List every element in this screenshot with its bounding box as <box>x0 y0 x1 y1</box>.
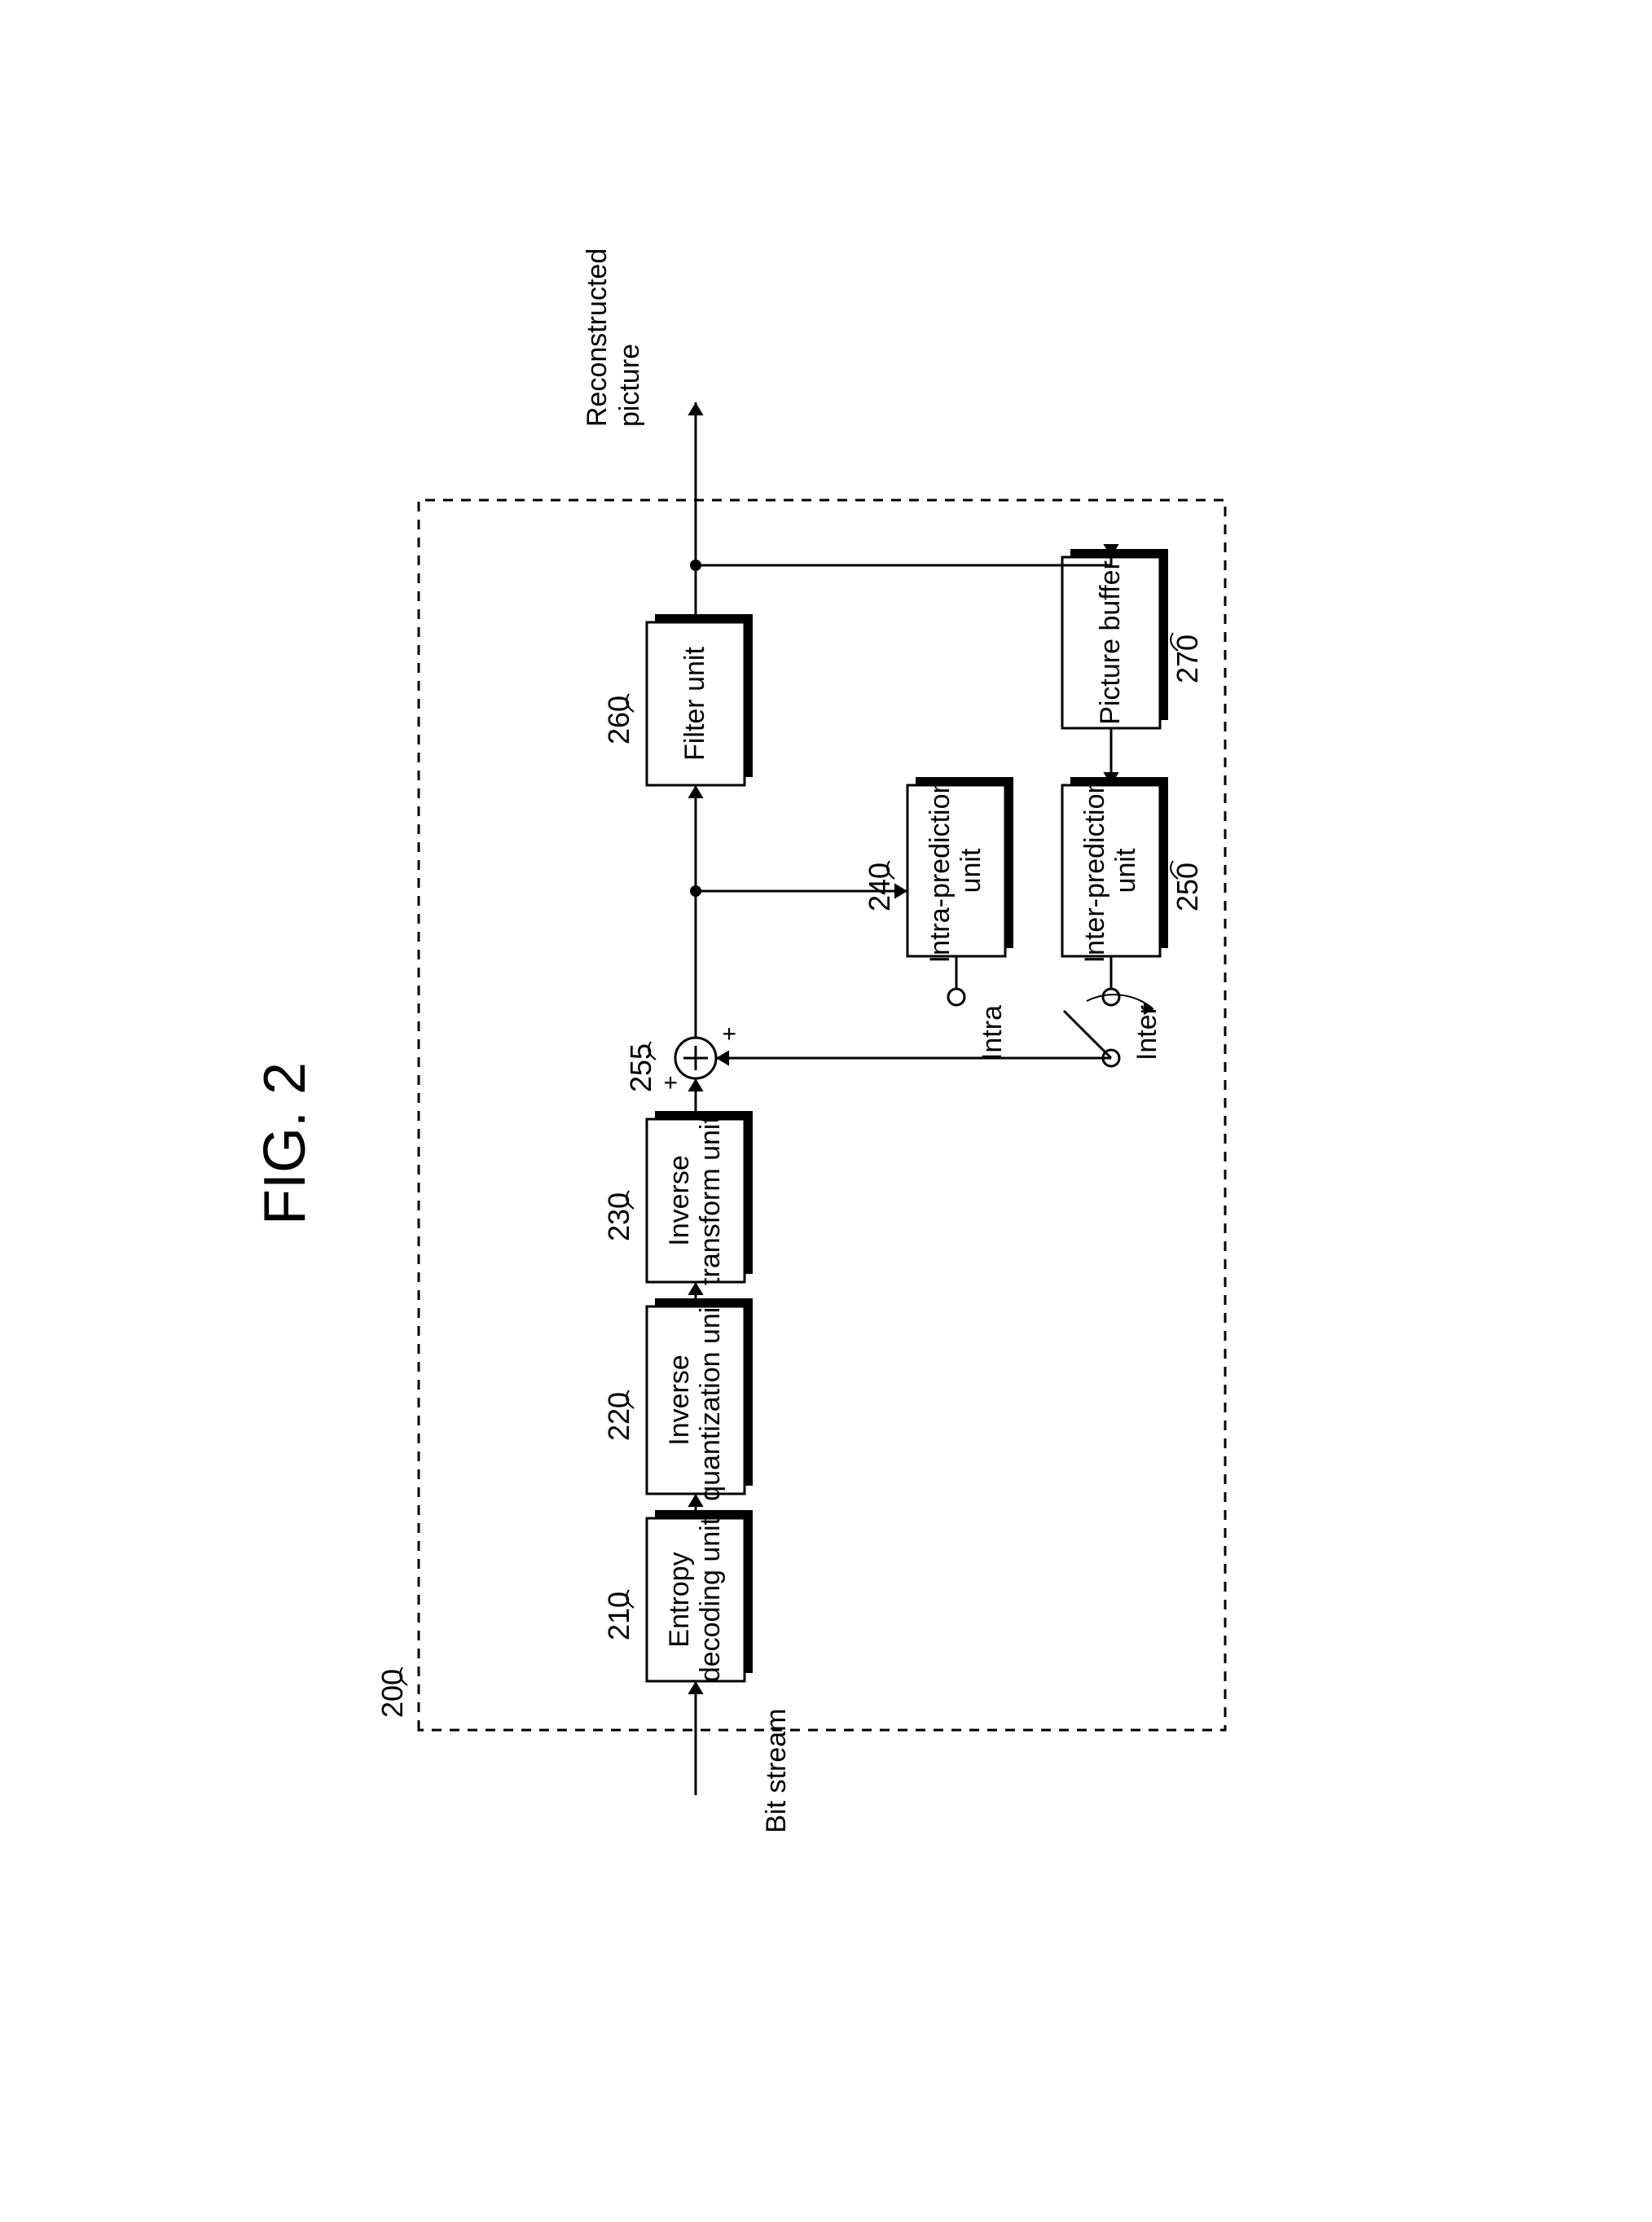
block-label: quantization unit <box>695 1299 726 1501</box>
output-label: Reconstructed <box>582 248 613 427</box>
block-label: Inverse <box>664 1355 695 1446</box>
block-filter: Filter unit 260 <box>602 614 753 785</box>
ref-label: 260 <box>602 696 635 744</box>
block-label: Intra-prediction <box>925 779 956 964</box>
block-iquant: Inversequantization unit 220 <box>602 1298 753 1501</box>
ref-label: 270 <box>1171 635 1204 683</box>
block-inter: Inter-predictionunit 250 <box>1062 777 1204 963</box>
ref-200: 200 <box>376 1669 409 1718</box>
block-label: Inverse <box>664 1155 695 1246</box>
switch-label-inter: Inter <box>1131 1005 1162 1060</box>
block-label: Entropy <box>664 1552 695 1647</box>
diagram-root: FIG. 2200Entropydecoding unit210Inverseq… <box>253 248 1225 1833</box>
ref-255: 255 <box>624 1043 657 1092</box>
switch-label-intra: Intra <box>977 1005 1008 1060</box>
adder-plus-bottom: + <box>716 1026 743 1041</box>
block-intra: Intra-predictionunit 240 <box>863 777 1013 963</box>
figure-title: FIG. 2 <box>253 1062 318 1225</box>
block-itrans: Inversetransform unit 230 <box>602 1111 753 1285</box>
ref-label: 250 <box>1171 863 1204 911</box>
block-picbuf: Picture buffer 270 <box>1062 549 1204 728</box>
ref-label: 230 <box>602 1192 635 1241</box>
block-label: unit <box>1110 848 1141 893</box>
block-label: decoding unit <box>695 1517 726 1682</box>
block-label: transform unit <box>695 1116 726 1285</box>
adder-plus-left: + <box>657 1075 684 1090</box>
ref-label: 210 <box>602 1592 635 1640</box>
block-label: unit <box>956 848 986 893</box>
input-label: Bit stream <box>761 1708 792 1833</box>
block-entropy: Entropydecoding unit 210 <box>602 1510 753 1682</box>
ref-label: 240 <box>863 863 896 911</box>
block-label: Picture buffer <box>1095 560 1126 725</box>
block-label: Filter unit <box>679 647 710 761</box>
ref-label: 220 <box>602 1392 635 1441</box>
output-label: picture <box>614 344 645 427</box>
block-label: Inter-prediction <box>1079 779 1110 964</box>
